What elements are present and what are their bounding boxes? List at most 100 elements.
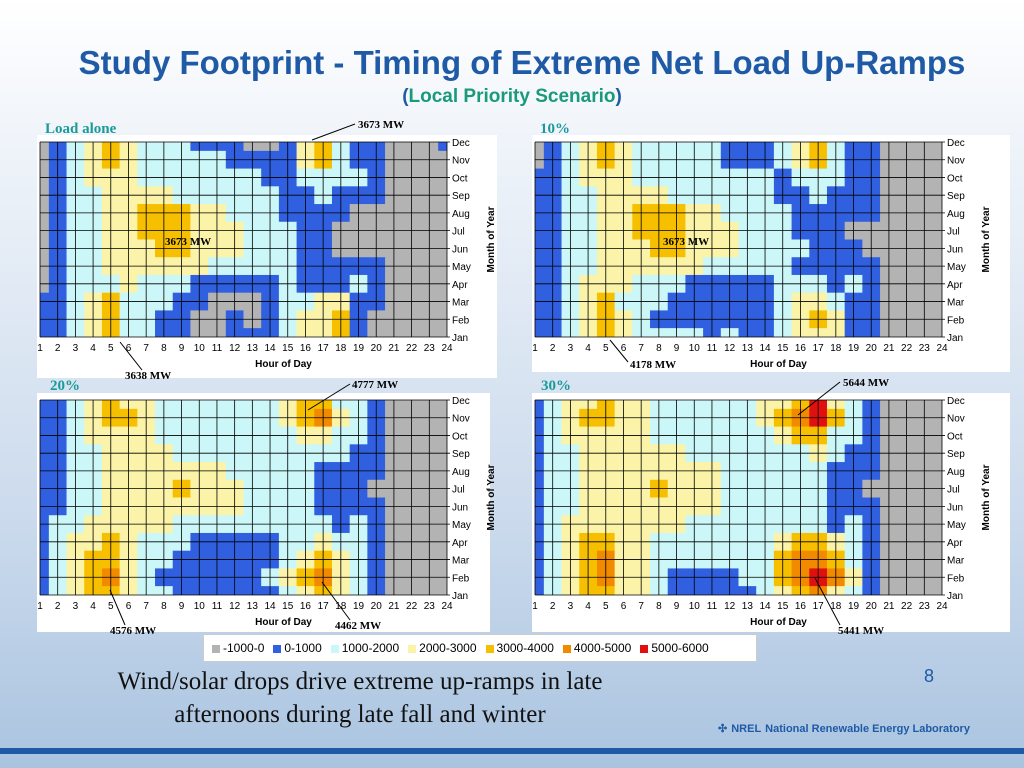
x-tick-label: 12 — [229, 343, 241, 354]
annotation: 4178 MW — [630, 359, 677, 371]
x-tick-label: 10 — [689, 343, 701, 354]
x-tick-label: 17 — [813, 601, 825, 612]
y-tick-label: Aug — [947, 467, 965, 478]
x-tick-label: 8 — [161, 343, 167, 354]
chart-30pct: Dec Nov Oct Sep Aug Jul Jun May Apr Mar Feb Jan 1 2 3 4… — [532, 393, 1010, 632]
y-tick-label: Dec — [452, 138, 470, 149]
scenario-name: Local Priority Scenario — [408, 86, 616, 107]
x-tick-label: 5 — [603, 601, 609, 612]
y-tick-label: Mar — [452, 556, 470, 567]
legend-label: 4000-5000 — [573, 641, 632, 655]
y-tick-label: Jan — [452, 333, 468, 344]
y-axis-label: Month of Year — [486, 206, 497, 272]
annotation: 3673 MW — [358, 119, 405, 131]
y-tick-label: Dec — [452, 396, 470, 407]
x-tick-label: 12 — [229, 601, 241, 612]
x-tick-label: 18 — [830, 601, 842, 612]
heatmap-cell — [438, 586, 447, 595]
annotation: 5441 MW — [838, 625, 885, 637]
x-tick-label: 13 — [742, 601, 754, 612]
legend: -1000-0 0-1000 1000-2000 2000-3000 3000-4000… — [203, 634, 757, 662]
y-tick-label: Sep — [947, 449, 965, 460]
x-tick-label: 12 — [724, 343, 736, 354]
heatmap-cell — [535, 328, 545, 337]
annotation: 3638 MW — [125, 370, 172, 382]
y-tick-label: Nov — [947, 156, 965, 167]
annotation: 4462 MW — [335, 620, 382, 632]
x-tick-label: 14 — [759, 601, 771, 612]
x-tick-label: 1 — [37, 601, 43, 612]
x-tick-label: 1 — [532, 601, 538, 612]
y-tick-label: Mar — [947, 298, 965, 309]
x-tick-label: 16 — [795, 601, 807, 612]
x-tick-label: 19 — [353, 343, 365, 354]
x-tick-label: 12 — [724, 601, 736, 612]
x-tick-label: 16 — [300, 601, 312, 612]
x-tick-label: 6 — [621, 601, 627, 612]
y-tick-label: Jun — [947, 502, 963, 513]
x-tick-label: 2 — [55, 601, 61, 612]
y-tick-label: Sep — [452, 449, 470, 460]
x-tick-label: 24 — [936, 343, 948, 354]
y-tick-label: Aug — [452, 467, 470, 478]
x-tick-label: 6 — [126, 343, 132, 354]
x-tick-label: 3 — [568, 343, 574, 354]
x-tick-label: 4 — [585, 601, 591, 612]
x-tick-label: 6 — [126, 601, 132, 612]
x-tick-label: 5 — [603, 343, 609, 354]
y-tick-label: Jul — [947, 485, 960, 496]
x-tick-label: 21 — [388, 343, 400, 354]
x-tick-label: 20 — [371, 601, 383, 612]
x-tick-label: 8 — [656, 343, 662, 354]
chart-load-alone: Dec Nov Oct Sep Aug Jul Jun May Apr Mar Feb Jan 1 2 3 4… — [37, 135, 497, 378]
legend-swatch — [273, 644, 282, 653]
x-tick-label: 5 — [108, 601, 114, 612]
y-tick-label: Sep — [947, 191, 965, 202]
chart-10pct: Dec Nov Oct Sep Aug Jul Jun May Apr Mar Feb Jan 1 2 3 4… — [532, 135, 1010, 372]
x-tick-label: 19 — [353, 601, 365, 612]
x-tick-label: 4 — [90, 601, 96, 612]
x-tick-label: 15 — [777, 601, 789, 612]
x-tick-label: 8 — [161, 601, 167, 612]
heatmap-cell — [438, 328, 447, 337]
x-tick-label: 8 — [656, 601, 662, 612]
x-tick-label: 9 — [179, 343, 185, 354]
y-tick-label: Jul — [452, 485, 465, 496]
x-tick-label: 18 — [335, 601, 347, 612]
x-tick-label: 15 — [777, 343, 789, 354]
x-tick-label: 11 — [212, 343, 223, 354]
x-tick-label: 19 — [848, 601, 860, 612]
x-tick-label: 7 — [143, 343, 149, 354]
x-tick-label: 22 — [901, 343, 913, 354]
y-tick-label: Oct — [452, 173, 468, 184]
legend-label: 1000-2000 — [341, 641, 400, 655]
y-tick-label: Feb — [452, 315, 470, 326]
x-tick-label: 23 — [919, 601, 931, 612]
x-tick-label: 11 — [212, 601, 223, 612]
x-tick-label: 11 — [707, 343, 718, 354]
x-tick-label: 23 — [424, 601, 436, 612]
y-tick-label: Oct — [947, 173, 963, 184]
heatmap-cell — [40, 400, 50, 410]
x-tick-label: 13 — [247, 343, 259, 354]
x-tick-label: 22 — [901, 601, 913, 612]
legend-swatch — [640, 644, 649, 653]
legend-label: 0-1000 — [284, 641, 322, 655]
x-tick-label: 10 — [689, 601, 701, 612]
slide-title: Study Footprint - Timing of Extreme Net … — [78, 44, 966, 81]
x-tick-label: 5 — [108, 343, 114, 354]
y-tick-label: Nov — [947, 414, 965, 425]
y-tick-label: Sep — [452, 191, 470, 202]
y-tick-label: Mar — [452, 298, 470, 309]
legend-item: 3000-4000 — [485, 641, 554, 655]
y-axis-label: Month of Year — [486, 464, 497, 530]
y-axis-label: Month of Year — [981, 464, 992, 530]
x-tick-label: 15 — [282, 343, 294, 354]
x-tick-label: 13 — [247, 601, 259, 612]
annotation: 4576 MW — [110, 625, 157, 637]
chart-title: Load alone — [45, 121, 117, 137]
x-tick-label: 24 — [441, 601, 453, 612]
y-tick-label: Jan — [452, 591, 468, 602]
x-tick-label: 20 — [371, 343, 383, 354]
